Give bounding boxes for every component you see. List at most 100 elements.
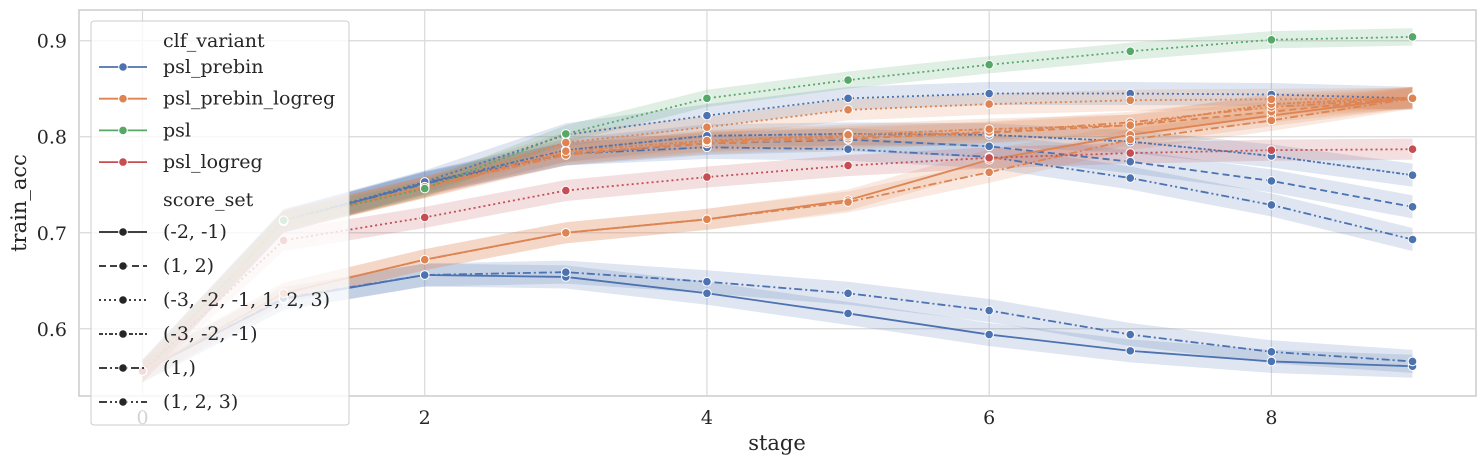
legend-swatch-marker <box>118 261 128 271</box>
data-point <box>702 122 712 132</box>
ci-band <box>142 87 1413 382</box>
data-point <box>1125 148 1136 158</box>
data-point <box>1125 329 1136 340</box>
x-axis-label: stage <box>748 431 806 455</box>
data-point <box>984 329 994 340</box>
ci-band <box>142 263 1413 383</box>
data-point <box>984 167 994 178</box>
data-point <box>984 305 994 316</box>
legend-swatch-marker <box>118 363 128 373</box>
legend-swatch-marker <box>118 93 128 104</box>
data-point <box>843 105 853 115</box>
series-line <box>141 96 1413 372</box>
series-line <box>142 96 1413 372</box>
legend-swatch-marker <box>118 329 128 339</box>
data-point <box>561 146 571 156</box>
x-tick-label: 8 <box>1265 407 1277 429</box>
data-point <box>419 183 430 194</box>
data-point <box>1266 200 1277 210</box>
ci-band <box>142 86 1413 382</box>
y-tick-label: 0.7 <box>37 223 67 245</box>
ci-band <box>142 122 1413 383</box>
series-line <box>141 132 1413 372</box>
data-point <box>561 185 571 196</box>
legend-entry-label: (1,) <box>163 357 196 379</box>
data-point <box>561 227 571 238</box>
data-point <box>702 276 712 287</box>
x-tick-label: 6 <box>983 407 995 429</box>
data-point <box>419 212 430 223</box>
legend-box <box>90 20 350 426</box>
series-line <box>142 271 1413 372</box>
ci-band <box>142 260 1413 383</box>
y-tick-label: 0.6 <box>37 319 67 341</box>
data-point <box>1125 134 1136 145</box>
data-point <box>1266 94 1277 105</box>
data-point <box>1407 93 1418 104</box>
legend-swatch-marker <box>118 227 128 237</box>
series-line <box>141 97 1413 372</box>
data-point <box>1266 34 1277 45</box>
data-point <box>843 160 853 171</box>
data-point <box>1125 120 1136 131</box>
data-point <box>1266 347 1277 357</box>
series-line <box>141 146 1413 372</box>
y-tick-label: 0.9 <box>37 31 67 53</box>
data-point <box>561 137 571 148</box>
data-point <box>1266 356 1277 367</box>
data-point <box>984 88 994 99</box>
data-point <box>984 141 994 152</box>
data-point <box>419 254 430 265</box>
ci-band <box>142 86 1413 382</box>
data-point <box>984 124 994 134</box>
legend-entry-label: psl <box>163 119 191 141</box>
data-point <box>702 288 712 299</box>
legend-entry-label: (1, 2) <box>163 255 214 277</box>
data-point <box>1125 346 1136 356</box>
data-point <box>702 172 712 182</box>
data-point <box>561 129 571 139</box>
data-point <box>843 308 853 319</box>
data-point <box>843 197 853 207</box>
legend: clf_variant score_set psl_prebin psl_preb… <box>90 20 350 426</box>
data-point <box>843 288 853 299</box>
y-tick-label: 0.8 <box>37 127 67 149</box>
data-point <box>1407 234 1418 245</box>
series-line <box>141 97 1413 372</box>
legend-swatch-marker <box>118 157 128 167</box>
data-point <box>843 93 853 104</box>
legend-entry-label: psl_prebin_logreg <box>163 88 335 110</box>
data-point <box>1125 95 1136 106</box>
data-point <box>419 270 430 280</box>
legend-hue-title: clf_variant <box>163 30 265 52</box>
data-point <box>843 144 853 155</box>
data-point <box>702 135 712 146</box>
legend-swatch-marker <box>118 397 128 407</box>
data-point <box>1407 202 1418 212</box>
y-axis-label: train_acc <box>7 154 31 252</box>
data-point <box>984 59 994 70</box>
legend-swatch-marker <box>118 125 128 136</box>
data-point <box>561 267 571 277</box>
x-tick-label: 2 <box>419 407 431 429</box>
legend-entry-label: (-3, -2, -1, 1, 2, 3) <box>163 289 330 311</box>
data-point <box>1266 176 1277 186</box>
data-point <box>1407 170 1418 180</box>
data-point <box>1125 173 1136 183</box>
data-point <box>843 75 853 85</box>
legend-entry-label: psl_prebin <box>163 56 263 78</box>
series-line <box>142 97 1413 372</box>
legend-entry-label: psl_logreg <box>163 151 263 173</box>
series-lines <box>141 35 1413 372</box>
legend-entry-label: (-2, -1) <box>163 221 227 243</box>
data-point <box>1125 156 1136 167</box>
ci-band <box>142 87 1413 382</box>
data-point <box>702 110 712 121</box>
data-point <box>1407 356 1418 367</box>
data-point <box>984 99 994 109</box>
confidence-bands <box>142 28 1413 383</box>
data-point <box>702 214 712 225</box>
data-point <box>843 130 853 140</box>
